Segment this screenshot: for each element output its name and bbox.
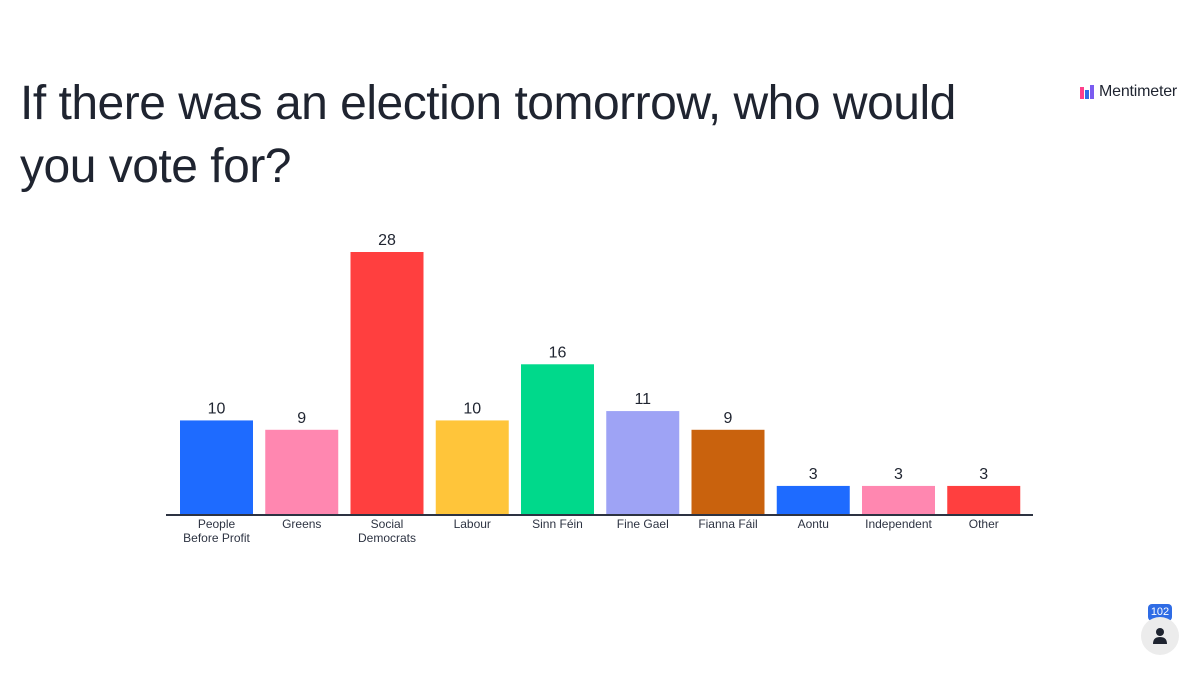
- participants-button[interactable]: [1141, 617, 1179, 655]
- person-icon: [1153, 628, 1167, 644]
- category-label-0-line-1: Before Profit: [183, 531, 250, 545]
- bars-group: [180, 252, 1021, 514]
- category-label-1-line-0: Greens: [282, 517, 321, 531]
- bar-5: [606, 411, 680, 514]
- value-label-0: 10: [208, 400, 226, 417]
- value-label-1: 9: [297, 410, 306, 427]
- category-label-4-line-0: Sinn Féin: [532, 517, 583, 531]
- category-label-7-line-0: Aontu: [798, 517, 829, 531]
- value-label-5: 11: [634, 391, 651, 408]
- category-label-9: Other: [969, 517, 999, 531]
- category-label-2-line-1: Democrats: [358, 531, 416, 545]
- category-labels-group: People Before Profit Greens Social Democrats…: [183, 517, 999, 545]
- category-label-5-line-0: Fine Gael: [617, 517, 669, 531]
- category-label-2-line-0: Social: [371, 517, 404, 531]
- category-label-0-line-0: People: [198, 517, 236, 531]
- category-label-8: Independent: [865, 517, 932, 531]
- bar-0: [180, 420, 253, 514]
- value-label-7: 3: [809, 466, 818, 483]
- participant-count-badge: 102: [1148, 604, 1172, 621]
- category-label-4: Sinn Féin: [532, 517, 583, 531]
- value-label-4: 16: [549, 344, 567, 361]
- category-label-6-line-0: Fianna Fáil: [698, 517, 757, 531]
- bar-9: [947, 485, 1021, 514]
- mentimeter-logo-icon: [1080, 85, 1094, 99]
- category-label-5: Fine Gael: [617, 517, 669, 531]
- value-label-8: 3: [894, 466, 903, 483]
- bar-7: [776, 485, 850, 514]
- bar-4: [521, 364, 594, 514]
- category-label-3-line-0: Labour: [454, 517, 491, 531]
- brand-logo: Mentimeter: [1080, 81, 1177, 103]
- category-label-6: Fianna Fáil: [698, 517, 757, 531]
- question-title: If there was an election tomorrow, who w…: [20, 77, 956, 193]
- value-labels-group: 10 9 28 10 16 11 9 3 3 3: [208, 232, 989, 483]
- value-label-6: 9: [724, 410, 733, 427]
- brand-name: Mentimeter: [1099, 83, 1178, 100]
- category-label-9-line-0: Other: [969, 517, 999, 531]
- bar-6: [691, 429, 765, 514]
- category-label-2: Social Democrats: [358, 517, 416, 545]
- value-label-9: 3: [979, 466, 988, 483]
- bar-2: [350, 252, 424, 514]
- value-label-3: 10: [463, 400, 481, 417]
- bar-8: [862, 485, 935, 514]
- category-label-3: Labour: [454, 517, 491, 531]
- category-label-1: Greens: [282, 517, 321, 531]
- category-label-7: Aontu: [798, 517, 829, 531]
- bar-3: [435, 420, 509, 514]
- bar-1: [265, 429, 339, 514]
- value-label-2: 28: [378, 232, 396, 249]
- category-label-8-line-0: Independent: [865, 517, 932, 531]
- category-label-0: People Before Profit: [183, 517, 250, 545]
